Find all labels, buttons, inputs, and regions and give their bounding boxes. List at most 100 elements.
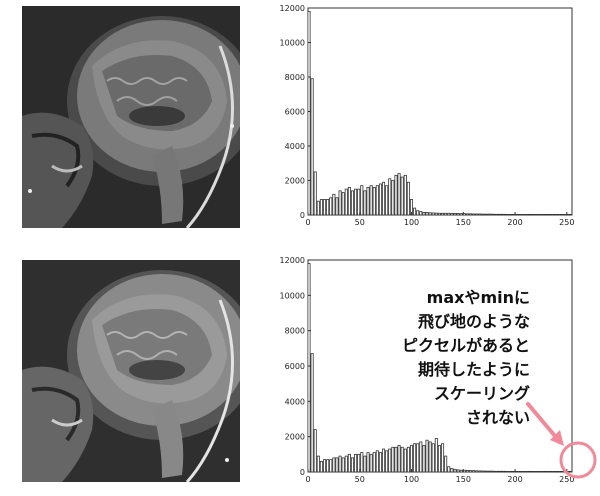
histogram-bar (481, 213, 485, 216)
histogram-bar (419, 441, 423, 473)
histogram-bar (372, 186, 376, 216)
x-tick-label: 150 (456, 475, 471, 484)
histogram-bar (478, 470, 482, 473)
histogram-bar (316, 455, 320, 473)
y-tick-label: 8000 (285, 73, 305, 82)
histogram-bar (428, 212, 432, 216)
histogram-bar (428, 441, 432, 473)
histogram-bar (326, 459, 330, 473)
histogram-bar (487, 470, 491, 473)
histogram-bar (447, 466, 451, 473)
histogram-bar (422, 445, 426, 473)
x-tick-label: 250 (559, 218, 574, 227)
histogram-bar (521, 213, 525, 216)
histogram-bar (357, 453, 361, 473)
histogram-bar (484, 213, 488, 216)
histogram-bar (350, 457, 355, 473)
histogram-bar (338, 190, 342, 216)
y-tick-label: 6000 (285, 362, 305, 371)
histogram-bar (366, 186, 370, 216)
histogram-top-svg: 0 50 100 150 200 250 0 2000 4000 6000 8000 10000 120… (280, 4, 575, 227)
histogram-bar (472, 213, 476, 216)
histogram-bar (534, 213, 538, 216)
histogram-bar (307, 263, 311, 473)
histogram-bar (313, 171, 317, 216)
histogram-bar (363, 190, 367, 216)
histogram-bar (524, 213, 528, 216)
histogram-bar (382, 181, 386, 216)
y-tick-label: 4000 (285, 142, 305, 151)
histogram-bar (350, 190, 355, 216)
histogram-bar (552, 213, 556, 216)
y-tick-label: 12000 (280, 256, 305, 265)
histogram-bar (503, 470, 507, 473)
y-tick-label: 6000 (285, 108, 305, 117)
histogram-bar (472, 470, 476, 473)
histogram-bar (521, 470, 525, 473)
x-tick-label: 100 (404, 475, 419, 484)
histogram-bar (527, 213, 532, 216)
histogram-bar (453, 213, 457, 216)
y-tick-label: 4000 (285, 397, 305, 406)
histogram-bar (419, 211, 423, 216)
histogram-bar (500, 213, 504, 216)
histogram-bar (568, 470, 572, 473)
histogram-bar (465, 213, 469, 216)
histogram-bar (313, 429, 317, 473)
x-tick-label: 200 (507, 475, 522, 484)
histogram-bar (347, 453, 351, 473)
histogram-bar (500, 470, 504, 473)
plot-frame (307, 7, 573, 216)
histogram-bar (552, 470, 556, 473)
histogram-bar (332, 193, 336, 216)
y-tick-label: 10000 (280, 39, 305, 48)
histogram-bar (447, 212, 451, 216)
histogram-bar (490, 213, 494, 216)
histogram-bar (326, 199, 330, 216)
histogram-bar (397, 173, 401, 216)
histogram-bar (341, 457, 345, 473)
y-tick-label: 2000 (285, 177, 305, 186)
histogram-bar (559, 470, 563, 473)
histogram-bar (434, 438, 438, 473)
annotation-arrowhead (550, 430, 564, 446)
histogram-bar (496, 213, 500, 216)
x-tick-label: 0 (305, 218, 310, 227)
annotation-circle (559, 441, 597, 479)
histogram-bar (403, 448, 407, 473)
y-tick-label: 0 (300, 468, 305, 477)
histogram-bar (378, 183, 382, 216)
histogram-bar (366, 452, 370, 473)
histogram-bar (394, 174, 398, 216)
histogram-bar (431, 443, 435, 473)
histogram-bar (506, 470, 510, 473)
x-tick-label: 250 (559, 475, 574, 484)
histogram-bar (400, 446, 404, 473)
histogram-bar (484, 470, 488, 473)
histogram-bar (515, 470, 519, 473)
y-tick-label: 12000 (280, 4, 305, 13)
histogram-bar (475, 470, 479, 473)
histogram-bar (341, 192, 345, 216)
histogram-bar (543, 470, 547, 473)
histogram-bar (335, 197, 339, 216)
histogram-bar (527, 470, 532, 473)
histogram-bar (450, 468, 454, 473)
histogram-bar (375, 185, 379, 216)
histogram-bar (375, 450, 379, 473)
histogram-bar (531, 470, 535, 473)
histogram-bar (307, 11, 311, 216)
histogram-bar (422, 212, 426, 216)
x-tick-label: 100 (404, 218, 419, 227)
y-tick-label: 8000 (285, 327, 305, 336)
histogram-bar (344, 188, 348, 216)
histogram-bar (385, 450, 389, 473)
histogram-bar (468, 213, 473, 216)
histogram-bar (441, 443, 445, 473)
histogram-bar (568, 213, 572, 216)
histogram-bar (388, 448, 392, 473)
histogram-bar (459, 213, 463, 216)
histogram-bar (354, 188, 358, 216)
mri-image-top (22, 6, 240, 228)
histogram-bar (459, 469, 463, 473)
